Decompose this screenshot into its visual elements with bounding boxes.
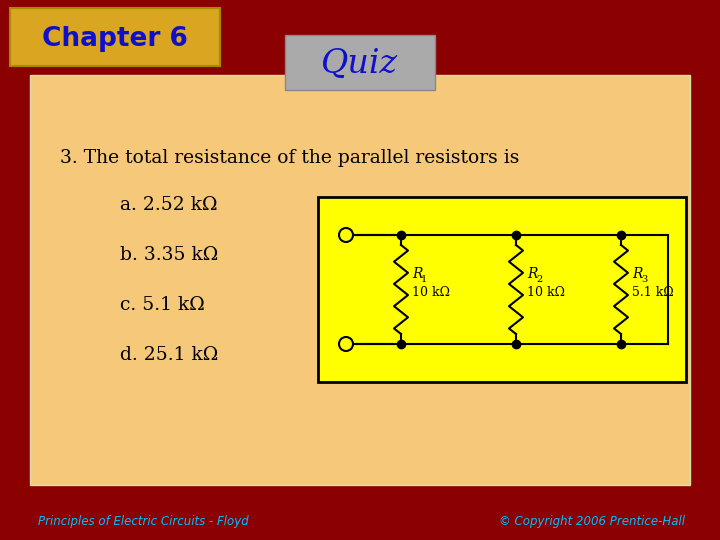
Text: 5.1 kΩ: 5.1 kΩ [632, 286, 674, 299]
FancyBboxPatch shape [10, 8, 220, 66]
Bar [318, 197, 686, 382]
Text: 3: 3 [641, 275, 647, 284]
Text: 2: 2 [536, 275, 542, 284]
Text: 1: 1 [421, 275, 427, 284]
Circle shape [339, 228, 353, 242]
Text: d. 25.1 kΩ: d. 25.1 kΩ [120, 346, 218, 364]
Text: b. 3.35 kΩ: b. 3.35 kΩ [120, 246, 218, 264]
FancyBboxPatch shape [285, 35, 435, 90]
Text: Quiz: Quiz [321, 48, 399, 80]
Text: 10 kΩ: 10 kΩ [412, 286, 450, 299]
Circle shape [339, 337, 353, 351]
FancyBboxPatch shape [30, 75, 690, 485]
Text: R: R [527, 267, 538, 280]
Text: Chapter 6: Chapter 6 [42, 26, 188, 52]
Text: 10 kΩ: 10 kΩ [527, 286, 565, 299]
Text: Principles of Electric Circuits - Floyd: Principles of Electric Circuits - Floyd [38, 516, 248, 529]
Text: 3. The total resistance of the parallel resistors is: 3. The total resistance of the parallel … [60, 149, 519, 167]
Text: a. 2.52 kΩ: a. 2.52 kΩ [120, 196, 217, 214]
Text: R: R [632, 267, 642, 280]
Text: c. 5.1 kΩ: c. 5.1 kΩ [120, 296, 204, 314]
Text: R: R [412, 267, 423, 280]
Text: © Copyright 2006 Prentice-Hall: © Copyright 2006 Prentice-Hall [499, 516, 685, 529]
